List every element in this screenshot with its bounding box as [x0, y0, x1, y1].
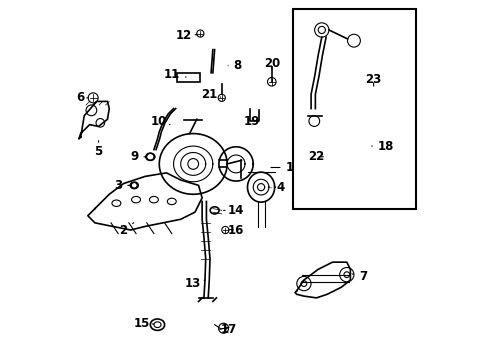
Text: 17: 17: [221, 323, 237, 336]
Text: 7: 7: [352, 270, 367, 283]
Text: 8: 8: [228, 59, 242, 72]
Text: 21: 21: [201, 89, 220, 102]
Text: 22: 22: [308, 150, 324, 163]
Text: 16: 16: [228, 224, 244, 237]
Text: 1: 1: [271, 161, 294, 174]
Text: 5: 5: [95, 141, 103, 158]
Text: 23: 23: [366, 73, 382, 86]
Text: 13: 13: [185, 277, 205, 290]
Bar: [177, 73, 200, 82]
Text: 15: 15: [133, 318, 154, 330]
Text: 9: 9: [130, 150, 146, 163]
Text: 20: 20: [264, 57, 280, 71]
Text: 19: 19: [243, 114, 260, 127]
Text: 4: 4: [271, 181, 285, 194]
Bar: [293, 9, 416, 208]
Text: 3: 3: [114, 179, 130, 192]
Text: 18: 18: [372, 140, 394, 153]
Text: 11: 11: [164, 68, 186, 81]
Text: 14: 14: [223, 204, 244, 217]
Text: 12: 12: [176, 29, 198, 42]
Text: 10: 10: [150, 114, 170, 127]
Text: 2: 2: [120, 223, 134, 237]
Text: 6: 6: [76, 91, 89, 104]
